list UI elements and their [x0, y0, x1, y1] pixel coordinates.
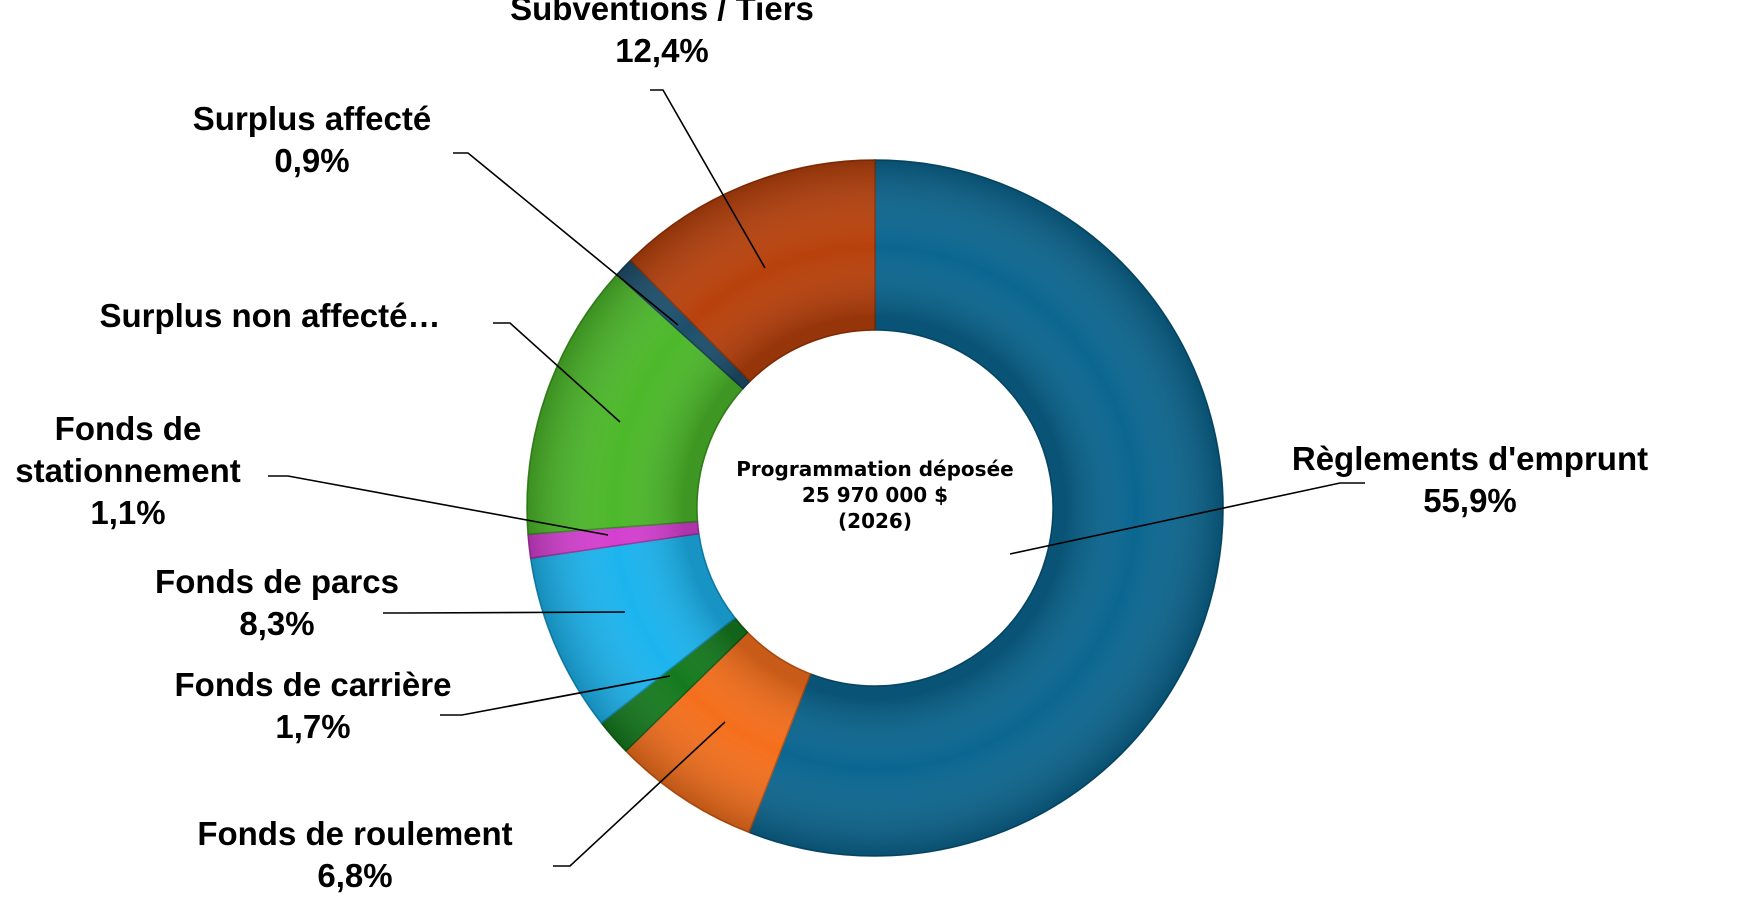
slice-labels: Règlements d'emprunt 55,9% Fonds de roulem…	[15, 0, 1648, 894]
category-label-subventions-tiers-0: Subventions / Tiers	[510, 0, 814, 27]
leader-line-reglements-d-emprunt	[1009, 482, 1365, 555]
center-line-2: 25 970 000 $	[802, 483, 948, 507]
data-label-fonds-de-parcs: 8,3%	[239, 605, 314, 642]
center-label: Programmation déposée 25 970 000 $ (2026…	[736, 457, 1013, 533]
category-label-fonds-de-parcs-0: Fonds de parcs	[155, 563, 399, 600]
category-label-surplus-non-affecte-0: Surplus non affecté…	[99, 297, 440, 334]
leader-line-fonds-de-parcs	[383, 611, 626, 614]
leader-line-fonds-de-stationnement	[268, 475, 609, 536]
leader-line-fonds-de-roulement	[553, 721, 726, 867]
category-label-fonds-de-stationnement-0: Fonds de	[55, 410, 202, 447]
ring-shading	[527, 160, 1223, 856]
center-line-1: Programmation déposée	[736, 457, 1013, 481]
category-label-fonds-de-roulement-0: Fonds de roulement	[197, 815, 512, 852]
leader-line-fonds-de-carriere	[440, 675, 671, 716]
category-label-surplus-affecte-0: Surplus affecté	[193, 100, 431, 137]
leader-line-surplus-non-affecte	[493, 322, 621, 423]
category-label-fonds-de-carriere-0: Fonds de carrière	[175, 666, 452, 703]
donut-slices	[526, 159, 1224, 857]
data-label-subventions-tiers: 12,4%	[615, 32, 709, 69]
data-label-fonds-de-stationnement: 1,1%	[90, 494, 165, 531]
data-label-fonds-de-carriere: 1,7%	[275, 708, 350, 745]
leader-line-subventions-tiers	[650, 89, 766, 269]
center-line-3: (2026)	[838, 509, 912, 533]
data-label-reglements-d-emprunt: 55,9%	[1423, 482, 1517, 519]
leader-lines	[268, 89, 1365, 867]
category-label-fonds-de-stationnement-1: stationnement	[15, 452, 241, 489]
leader-line-surplus-affecte	[453, 152, 679, 326]
data-label-surplus-affecte: 0,9%	[274, 142, 349, 179]
category-label-reglements-d-emprunt-0: Règlements d'emprunt	[1292, 440, 1648, 477]
data-label-fonds-de-roulement: 6,8%	[317, 857, 392, 894]
